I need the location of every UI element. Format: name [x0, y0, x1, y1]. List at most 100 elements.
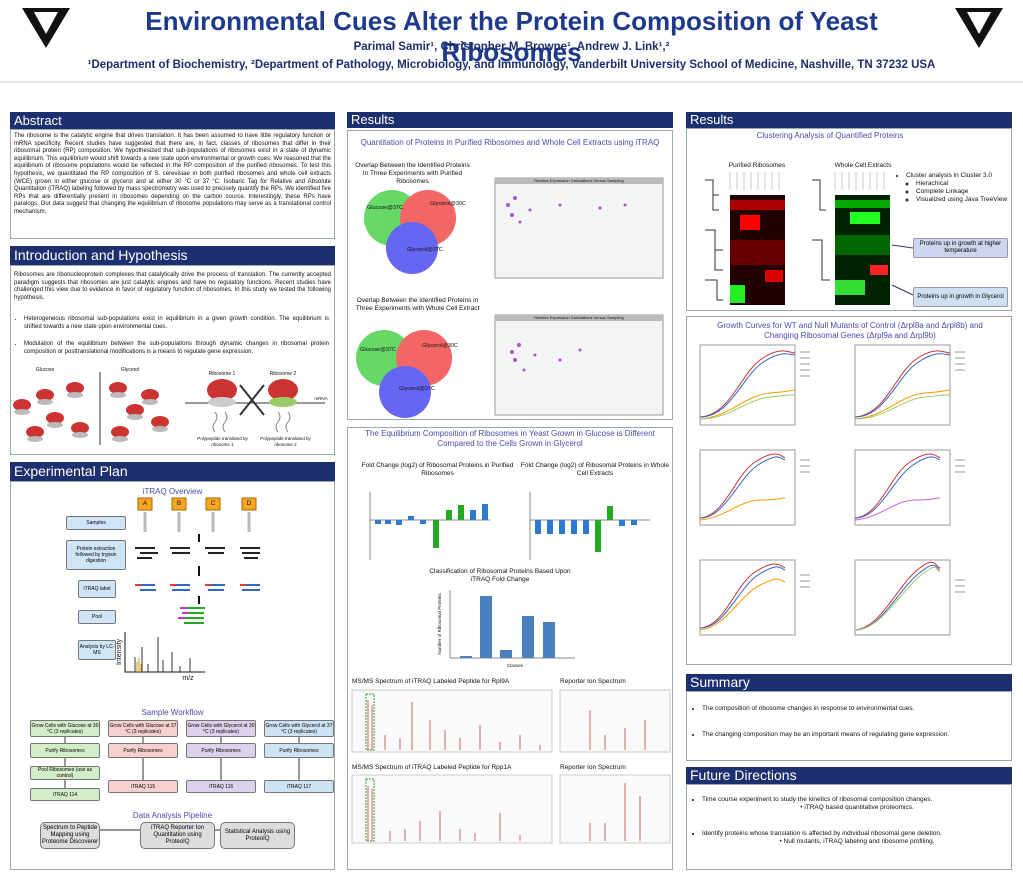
bullet-text: Identify proteins whose translation is a…: [702, 830, 942, 837]
decoration: [518, 220, 522, 224]
plot-title: Relative Expression Calculations Versus …: [534, 315, 624, 320]
label: Polypeptide translated by ribosome 1: [197, 436, 248, 447]
bullet-text: Time course experiment to study the kine…: [702, 796, 933, 803]
decoration: [408, 516, 414, 520]
decoration: [239, 384, 265, 416]
decoration: [47, 422, 63, 428]
decoration: [36, 389, 54, 401]
section-heading: Summary: [686, 674, 1012, 691]
step: Protein extraction followed by trypsin d…: [66, 540, 126, 570]
graphic-group: [854, 449, 951, 526]
bullet: The composition of ribosome changes in r…: [702, 705, 1012, 713]
decoration: [543, 622, 555, 658]
abstract-text: The ribosome is the catalytic engine tha…: [14, 133, 331, 215]
decoration: [800, 351, 965, 593]
panel: [10, 129, 335, 239]
plot-title: Relative Expression Calculations Versus …: [534, 178, 624, 183]
decoration: [495, 178, 663, 184]
figure-title: Classification of Ribosomal Proteins Bas…: [429, 568, 571, 583]
panel: [347, 130, 673, 420]
bullets: Cluster analysis in Cluster 3.0 Hierachi…: [896, 172, 1018, 204]
figure-title: Whole Cell Extracts: [834, 162, 892, 169]
decoration: [812, 179, 830, 281]
bullet: Cluster analysis in Cluster 3.0 Hierachi…: [906, 172, 1018, 204]
graphic-group: [699, 344, 796, 426]
subtitle: Sample Workflow: [141, 708, 204, 717]
panel: [686, 128, 1012, 311]
decoration: [268, 379, 298, 401]
graphic-group: [460, 596, 555, 658]
decoration: [854, 353, 951, 418]
figure-title: Purified Ribosomes: [728, 162, 786, 169]
decoration: [513, 358, 517, 362]
decoration: [26, 426, 44, 438]
decoration: [510, 213, 514, 217]
decoration: [510, 350, 514, 354]
decoration: [420, 520, 426, 524]
decoration: [854, 559, 951, 636]
decoration: [494, 314, 664, 416]
sub-bullet: Visualized using Java TreeView: [916, 196, 1018, 204]
step: Grow Cells with Glycerol at 37 °C (3 rep…: [264, 720, 334, 737]
decoration: [482, 504, 488, 520]
section-heading: Future Directions: [686, 767, 1012, 784]
decoration: [571, 520, 577, 534]
graphic-group: [535, 520, 637, 534]
label: Ribosome 2: [269, 371, 297, 377]
decoration: [730, 200, 785, 210]
decoration: [137, 497, 153, 511]
step: iTRAQ 116: [186, 780, 256, 793]
decoration: [135, 584, 260, 591]
decoration: [34, 12, 58, 34]
decoration: [208, 397, 236, 407]
step: iTRAQ 115: [108, 780, 178, 793]
section-heading: Results: [347, 112, 673, 128]
subtitle: Clustering Analysis of Quantified Protei…: [756, 131, 904, 140]
label: Polypeptide translated by ribosome 2: [260, 436, 311, 447]
decoration: [699, 353, 796, 418]
decoration: [522, 616, 534, 658]
sub-bullet-text: Null mutants, iTRAQ labeling and ribosom…: [783, 838, 935, 845]
decoration: [513, 196, 517, 200]
decoration: [396, 520, 402, 525]
axis-label: m/z: [182, 675, 194, 682]
decoration: [506, 203, 510, 207]
figure-title: Fold Change (log2) of Ribosomal Proteins…: [520, 462, 670, 477]
bullets: The composition of ribosome changes in r…: [692, 705, 1012, 743]
graphic-group: [356, 330, 452, 418]
decoration: [375, 520, 381, 524]
step: iTRAQ 114: [30, 788, 100, 801]
decoration: [699, 350, 796, 418]
decoration: [730, 240, 785, 265]
decoration: [135, 547, 260, 559]
decoration: [595, 520, 601, 552]
step: Spectrum to Peptide Mapping using Proteo…: [40, 822, 100, 849]
decoration: [178, 607, 205, 624]
figure-title: MS/MS Spectrum of iTRAQ Labeled Peptide …: [352, 678, 510, 685]
decoration: [385, 520, 391, 524]
decoration: [151, 416, 169, 428]
decoration: [46, 412, 64, 424]
sub-bullet: • iTRAQ based quantitative proteomics.: [800, 804, 914, 811]
step: Analysis by LC-MS: [78, 640, 116, 660]
label: Glucose: [35, 367, 55, 373]
affiliation: ¹Department of Biochemistry, ²Department…: [87, 59, 936, 71]
decoration: [517, 343, 521, 347]
decoration: [891, 244, 914, 249]
decoration: [854, 389, 951, 420]
decoration: [559, 520, 565, 534]
venn-label: Glycerol@37C: [399, 386, 435, 392]
decoration: [583, 520, 589, 534]
label: mRNA: [314, 396, 328, 401]
bullet-text: Cluster analysis in Cluster 3.0: [906, 172, 992, 179]
sub-bullet-text: iTRAQ based quantitative proteomics.: [804, 804, 914, 811]
tube-label: C: [210, 500, 216, 507]
decoration: [578, 348, 582, 352]
decoration: [835, 280, 865, 295]
panel: [686, 784, 1012, 870]
step: Purify Ribosomes: [30, 743, 100, 758]
graphic-group: [13, 372, 325, 445]
decoration: [699, 563, 786, 629]
